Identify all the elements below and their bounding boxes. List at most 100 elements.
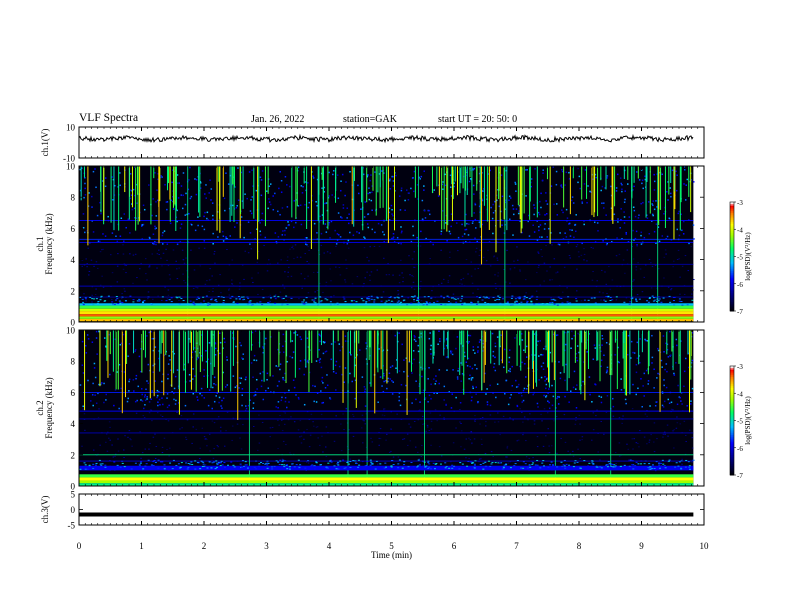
noise-cell [578, 414, 581, 416]
noise-cell [439, 463, 442, 465]
noise-cell [667, 398, 670, 401]
noise-cell [650, 434, 652, 436]
noise-cell [539, 340, 541, 342]
noise-cell [526, 300, 528, 302]
noise-cell [679, 276, 681, 278]
noise-cell [369, 382, 371, 384]
noise-cell [606, 395, 609, 397]
noise-cell [306, 361, 309, 363]
noise-cell [236, 302, 239, 304]
noise-cell [425, 237, 427, 240]
noise-cell [407, 466, 410, 468]
noise-cell [490, 451, 493, 453]
noise-cell [638, 304, 641, 306]
noise-cell [342, 204, 345, 206]
noise-cell [518, 210, 520, 212]
noise-cell [392, 381, 395, 383]
noise-cell [560, 184, 562, 187]
noise-cell [542, 172, 544, 174]
noise-cell [297, 459, 300, 461]
noise-cell [605, 411, 608, 413]
noise-cell [383, 380, 385, 383]
noise-cell [392, 464, 395, 466]
noise-cell [643, 236, 646, 239]
colorbar-tick-label: -5 [737, 418, 743, 426]
noise-cell [466, 222, 468, 225]
noise-cell [355, 301, 358, 303]
noise-cell [140, 348, 142, 350]
noise-cell [270, 304, 273, 306]
noise-cell [436, 304, 439, 306]
panel-frame [78, 493, 705, 526]
noise-cell [273, 465, 276, 467]
noise-cell [231, 295, 234, 297]
noise-cell [241, 264, 244, 266]
noise-cell [600, 396, 603, 398]
noise-cell [561, 302, 564, 304]
noise-cell [203, 228, 206, 231]
noise-cell [492, 350, 495, 353]
noise-cell [504, 393, 506, 395]
noise-cell [571, 337, 573, 340]
noise-cell [629, 459, 632, 461]
colorbar-cell [730, 251, 734, 254]
noise-cell [367, 192, 369, 195]
noise-cell [503, 464, 506, 466]
noise-cell [259, 461, 262, 463]
noise-cell [485, 393, 487, 395]
noise-cell [545, 396, 547, 398]
noise-cell [638, 214, 640, 216]
noise-cell [290, 220, 293, 223]
noise-cell [457, 370, 459, 372]
noise-cell [286, 206, 289, 208]
noise-cell [274, 192, 276, 195]
noise-cell [641, 179, 644, 182]
noise-cell [600, 299, 602, 301]
noise-cell [333, 303, 336, 305]
noise-cell [293, 258, 295, 260]
noise-cell [338, 267, 341, 269]
noise-cell [144, 394, 146, 396]
noise-cell [572, 386, 575, 389]
noise-cell [314, 465, 317, 467]
noise-cell [550, 299, 553, 301]
noise-cell [100, 295, 103, 297]
noise-cell [533, 213, 535, 216]
noise-cell [318, 299, 321, 301]
noise-cell [480, 295, 482, 297]
noise-cell [678, 354, 681, 357]
noise-cell [198, 458, 201, 460]
noise-cell [183, 280, 185, 282]
noise-cell [161, 462, 164, 464]
colorbar-cell [730, 445, 734, 449]
noise-cell [221, 230, 224, 233]
noise-cell [266, 462, 269, 464]
colorbar-tick-label: -6 [737, 281, 743, 289]
noise-cell [288, 266, 290, 268]
noise-cell [329, 397, 331, 399]
noise-cell [523, 349, 525, 351]
colorbar-cell [730, 216, 734, 219]
noise-cell [168, 274, 171, 276]
noise-cell [287, 224, 290, 227]
noise-cell [386, 433, 388, 435]
noise-cell [648, 468, 651, 470]
noise-cell [540, 192, 542, 195]
noise-cell [596, 280, 598, 282]
noise-cell [294, 244, 297, 246]
noise-cell [597, 230, 599, 232]
noise-cell [600, 421, 602, 423]
noise-cell [538, 225, 540, 228]
noise-cell [92, 170, 95, 173]
noise-cell [536, 272, 538, 274]
noise-cell [286, 304, 289, 306]
noise-cell [226, 359, 228, 361]
noise-cell [241, 357, 243, 359]
noise-cell [497, 462, 500, 464]
noise-cell [325, 202, 328, 204]
noise-cell [257, 449, 259, 451]
noise-cell [158, 303, 161, 305]
noise-cell [433, 392, 435, 395]
noise-cell [542, 362, 545, 364]
